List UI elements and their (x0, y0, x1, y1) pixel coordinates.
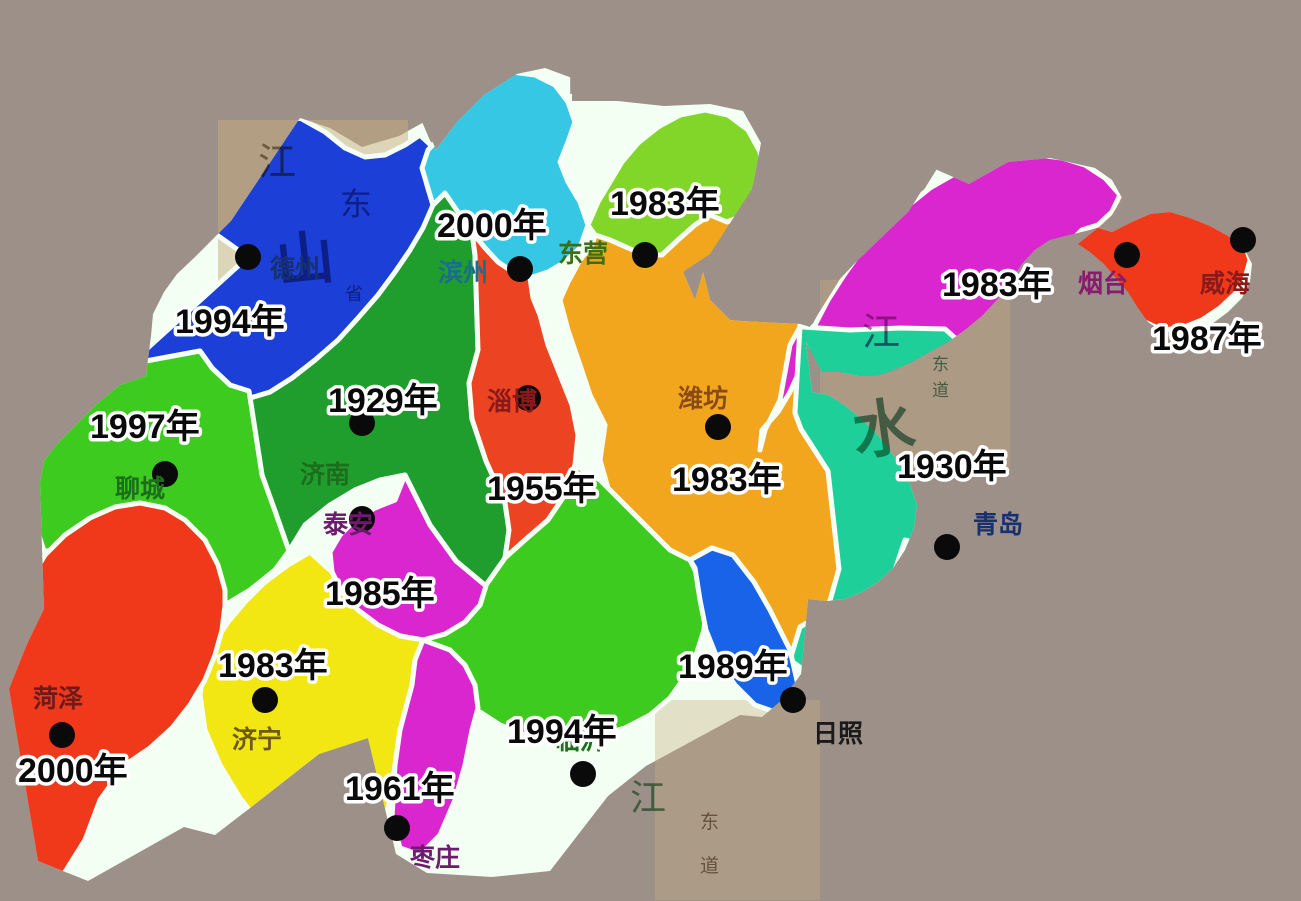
svg-text:1961年: 1961年 (345, 770, 455, 808)
svg-text:青岛: 青岛 (973, 510, 1023, 539)
svg-text:滨州: 滨州 (438, 258, 488, 287)
svg-text:日照: 日照 (813, 720, 863, 748)
svg-text:1983年: 1983年 (942, 266, 1052, 304)
svg-text:江: 江 (862, 312, 900, 354)
svg-text:烟台: 烟台 (1078, 269, 1128, 298)
svg-text:枣庄: 枣庄 (409, 843, 460, 872)
svg-text:东: 东 (340, 186, 372, 222)
svg-text:聊城: 聊城 (115, 475, 165, 503)
svg-text:1983年: 1983年 (610, 185, 720, 223)
svg-text:东: 东 (700, 811, 719, 833)
svg-text:1955年: 1955年 (487, 470, 597, 508)
svg-text:道: 道 (932, 381, 949, 400)
svg-text:潍坊: 潍坊 (678, 384, 728, 413)
svg-text:2000年: 2000年 (18, 752, 128, 790)
svg-text:江: 江 (258, 142, 296, 184)
svg-text:济宁: 济宁 (232, 725, 282, 754)
svg-text:淄博: 淄博 (487, 388, 537, 416)
svg-text:菏泽: 菏泽 (33, 685, 83, 713)
svg-text:东: 东 (932, 355, 949, 374)
svg-text:1994年: 1994年 (507, 713, 617, 751)
svg-text:1985年: 1985年 (325, 575, 435, 613)
svg-text:2000年: 2000年 (437, 207, 547, 245)
svg-text:1983年: 1983年 (218, 647, 328, 685)
svg-text:1983年: 1983年 (672, 461, 782, 499)
svg-text:济南: 济南 (300, 460, 350, 489)
svg-text:1997年: 1997年 (90, 408, 200, 446)
svg-text:威海: 威海 (1200, 269, 1250, 298)
svg-text:东营: 东营 (558, 239, 608, 268)
svg-text:泰安: 泰安 (323, 510, 373, 539)
svg-text:1929年: 1929年 (328, 382, 438, 420)
svg-text:1989年: 1989年 (678, 648, 788, 686)
svg-text:道: 道 (700, 855, 719, 877)
svg-text:1987年: 1987年 (1152, 320, 1262, 358)
svg-text:1930年: 1930年 (897, 448, 1007, 486)
svg-text:省: 省 (345, 284, 363, 304)
svg-text:江: 江 (630, 778, 666, 818)
svg-text:1994年: 1994年 (175, 303, 285, 341)
svg-text:德州: 德州 (270, 254, 320, 283)
